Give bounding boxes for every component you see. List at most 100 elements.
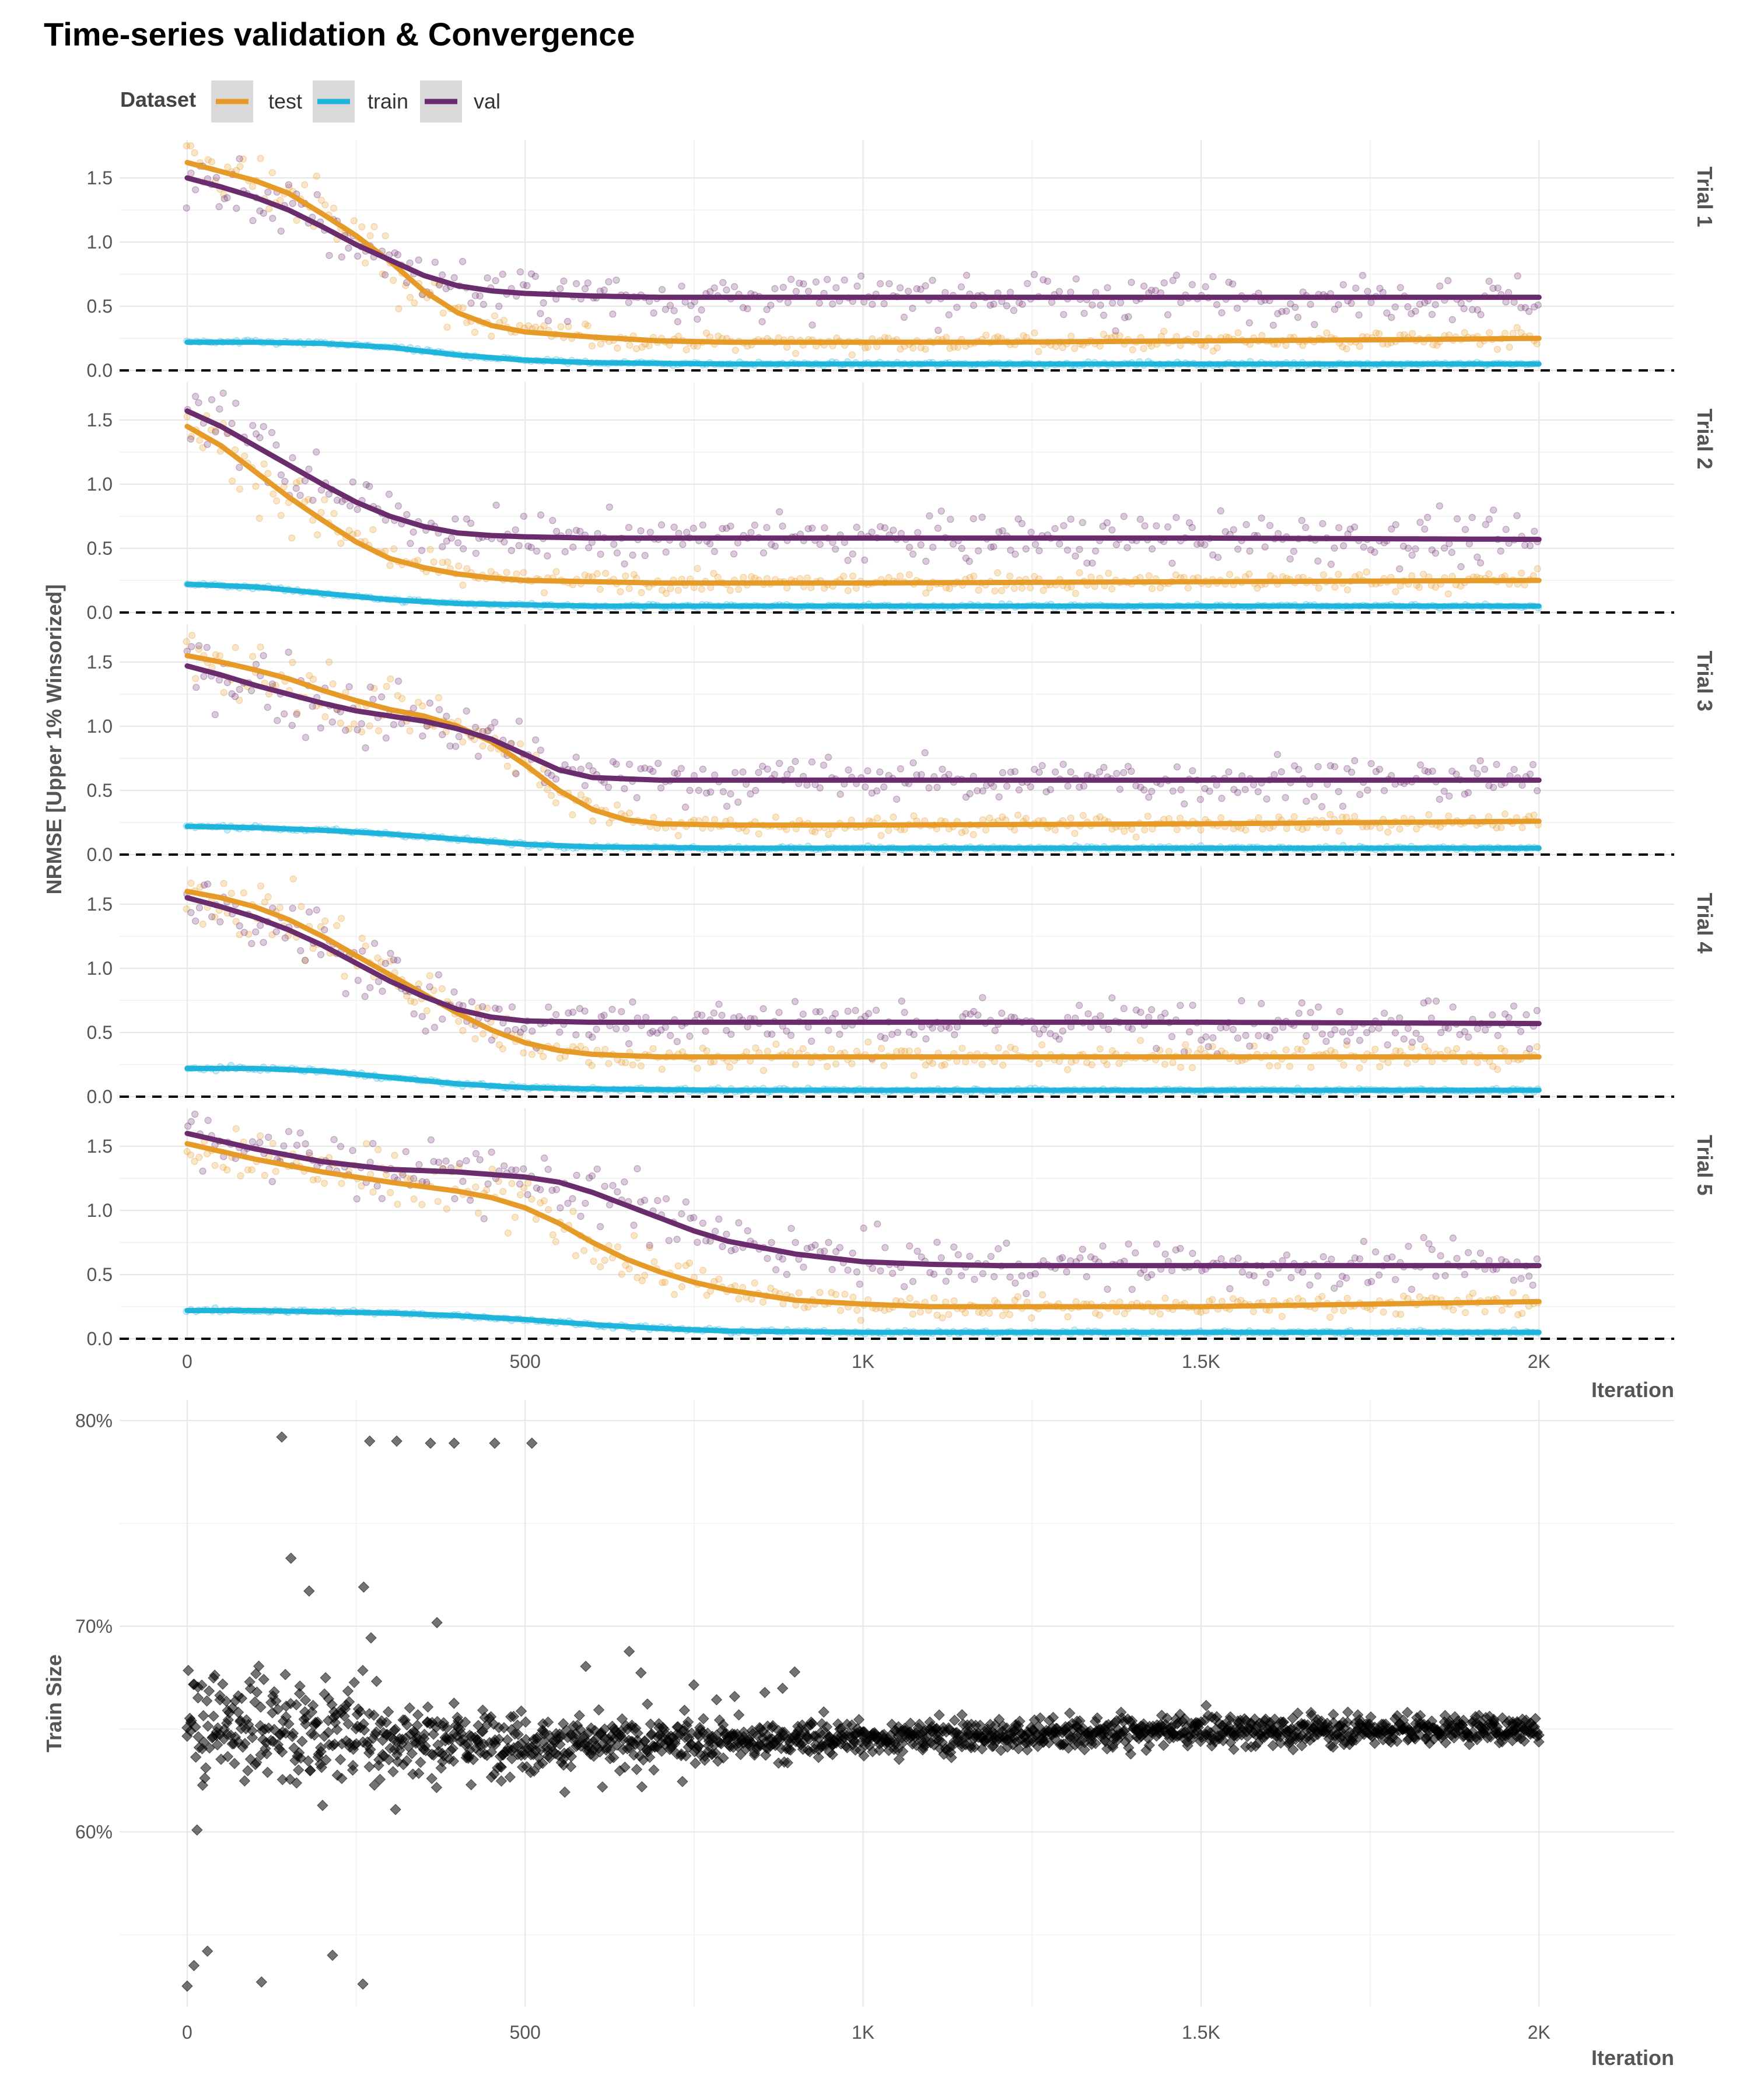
point-test <box>1160 327 1168 335</box>
point-val <box>629 551 636 559</box>
point-val <box>296 492 304 499</box>
point-val <box>252 660 260 668</box>
point-test <box>482 1186 491 1194</box>
point-val <box>608 1006 616 1013</box>
point-test <box>196 436 204 444</box>
strip-label-trial-4: Trial 4 <box>1693 892 1717 953</box>
point-val <box>192 684 200 691</box>
point-val <box>264 704 271 711</box>
point-val <box>1234 545 1242 553</box>
point-test <box>1380 1308 1387 1316</box>
point-val <box>715 1000 723 1008</box>
point-val <box>577 1213 584 1220</box>
point-val <box>1201 541 1209 548</box>
point-val <box>593 1165 601 1173</box>
point-val <box>1185 1028 1194 1036</box>
point-test <box>645 342 653 349</box>
point-val <box>1270 771 1278 779</box>
point-val <box>269 215 276 222</box>
point-val <box>1027 783 1034 790</box>
point-val <box>1343 1037 1351 1045</box>
point-test <box>1274 1062 1282 1070</box>
point-val <box>768 1238 775 1247</box>
facet-panel-trial-1: 0.00.51.01.5 Trial 1 <box>87 140 1717 381</box>
point-val <box>501 1162 508 1170</box>
point-test <box>1307 1063 1315 1071</box>
point-val <box>1335 301 1342 309</box>
point-val <box>285 648 292 656</box>
point-test <box>825 831 832 838</box>
point-val <box>597 551 604 558</box>
point-val <box>1440 788 1448 795</box>
point-val <box>552 775 560 783</box>
point-test <box>503 762 512 770</box>
point-val <box>492 277 499 285</box>
point-val <box>277 228 285 235</box>
point-val <box>706 540 714 548</box>
point-test <box>248 1166 256 1174</box>
y-tick-label: 1.5 <box>87 652 113 673</box>
point-val <box>881 1244 889 1251</box>
point-val <box>545 1003 552 1011</box>
point-test <box>330 204 338 212</box>
point-val <box>292 485 300 492</box>
point-val <box>730 550 738 558</box>
point-val <box>366 482 373 490</box>
point-test <box>922 345 929 353</box>
point-val <box>289 200 296 207</box>
point-test <box>961 1309 969 1317</box>
point-test <box>694 1065 701 1072</box>
point-val <box>637 527 645 535</box>
point-val <box>285 181 292 188</box>
point-val <box>657 784 665 792</box>
point-val <box>1003 782 1011 790</box>
point-test <box>1290 813 1298 821</box>
point-val <box>1283 307 1290 315</box>
point-val <box>1278 768 1285 776</box>
point-test <box>816 1289 824 1296</box>
point-val <box>366 984 374 992</box>
point-test <box>240 889 247 897</box>
point-val <box>581 1007 589 1015</box>
point-val <box>1202 283 1209 290</box>
point-test <box>232 1125 240 1133</box>
point-val <box>377 693 386 701</box>
point-val <box>1429 767 1436 775</box>
point-val <box>1230 526 1237 534</box>
point-test <box>1071 830 1079 837</box>
point-test <box>382 232 389 240</box>
point-test <box>459 1027 467 1034</box>
point-test <box>1144 813 1152 820</box>
point-val <box>508 1003 516 1011</box>
point-test <box>852 584 860 592</box>
point-val <box>366 683 374 691</box>
point-val <box>257 922 264 929</box>
point-val <box>816 784 824 792</box>
point-test <box>1115 1059 1123 1068</box>
point-val <box>191 1110 199 1118</box>
point-val <box>285 1128 293 1135</box>
facet-panel-trial-5: 0.00.51.01.5 Trial 5 <box>87 1108 1717 1349</box>
point-val <box>999 527 1006 534</box>
point-val <box>880 300 888 307</box>
point-val <box>1526 770 1534 778</box>
point-val <box>195 399 202 407</box>
point-test <box>443 1205 450 1213</box>
point-val <box>564 318 572 326</box>
point-test <box>479 742 487 750</box>
point-val <box>488 1036 496 1044</box>
y-tick-label: 0.0 <box>87 360 113 381</box>
point-val <box>573 1171 580 1179</box>
point-test <box>270 490 277 498</box>
point-test <box>1278 1312 1286 1320</box>
point-test <box>1384 828 1392 836</box>
point-val <box>1335 524 1343 531</box>
point-test <box>288 534 296 542</box>
point-test <box>394 1200 401 1208</box>
point-val <box>537 511 545 519</box>
point-val <box>844 1266 852 1274</box>
point-test <box>685 1259 694 1267</box>
point-val <box>1168 559 1176 567</box>
point-val <box>1526 542 1534 550</box>
point-val <box>970 302 978 309</box>
